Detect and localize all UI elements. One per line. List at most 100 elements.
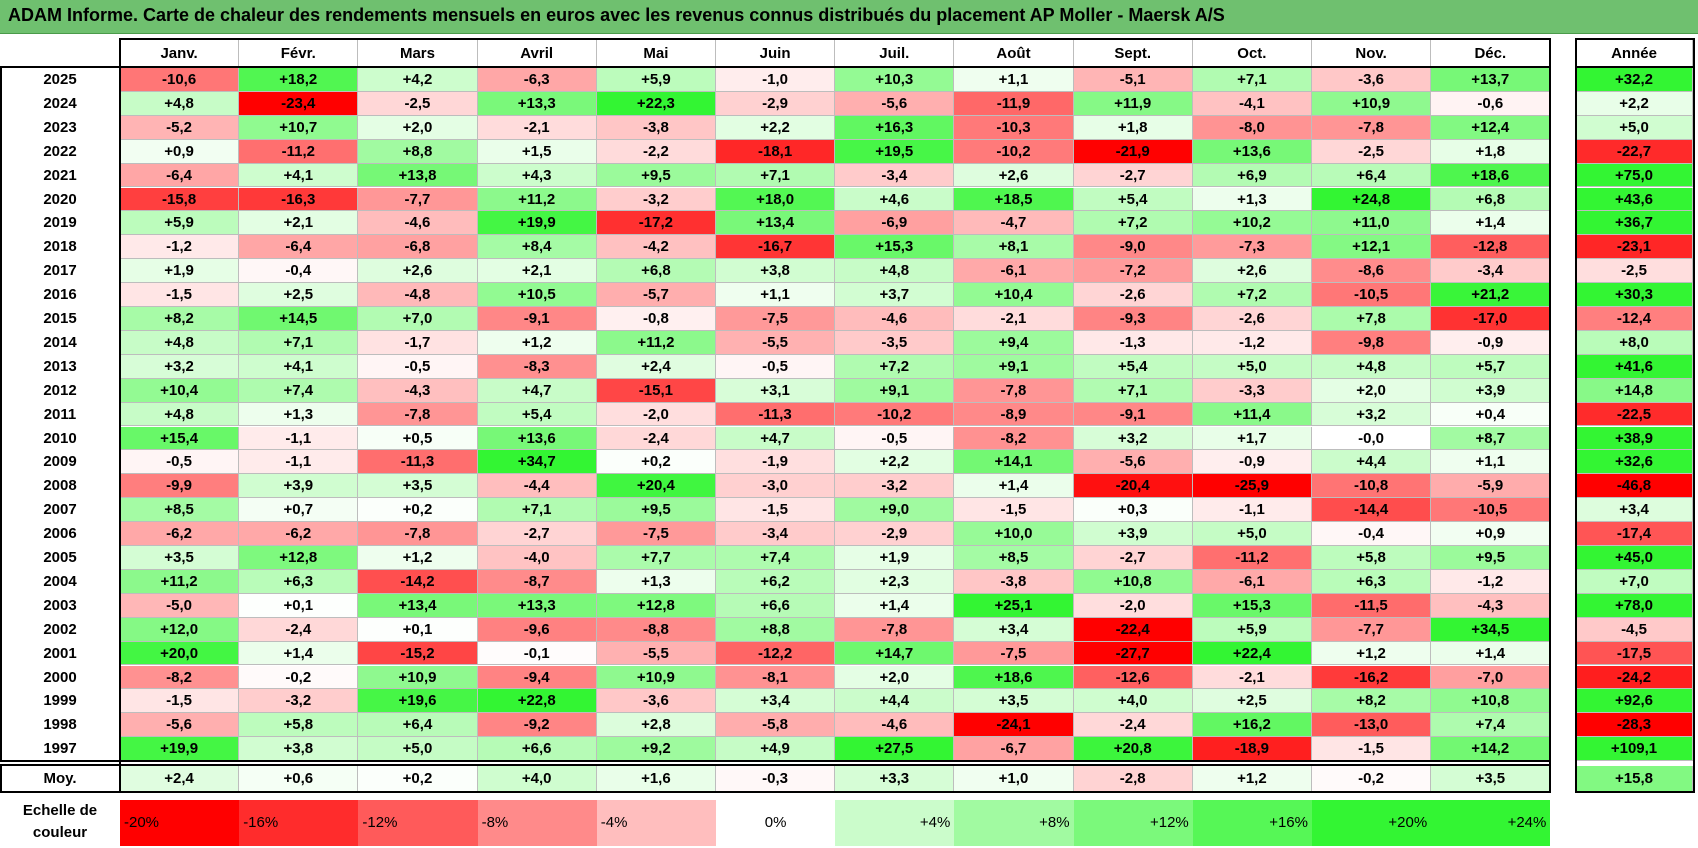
heatmap-cell: -1,0 — [716, 68, 836, 92]
heatmap-cell: -8,7 — [477, 569, 597, 594]
heatmap-cell: +3,5 — [358, 474, 478, 499]
annual-cell: +43,6 — [1576, 187, 1693, 212]
heatmap-cell: +0,5 — [358, 426, 478, 451]
heatmap-cell: -3,4 — [716, 522, 836, 546]
heatmap-cell: -3,2 — [596, 187, 716, 212]
heatmap-cell: +6,3 — [239, 569, 359, 594]
heatmap-cell: -7,8 — [954, 378, 1074, 403]
heatmap-cell: +19,5 — [835, 139, 955, 164]
heatmap-cell: +1,8 — [1431, 139, 1551, 164]
heatmap-cell: +6,4 — [358, 713, 478, 738]
heatmap-cell: +0,4 — [1431, 402, 1551, 427]
heatmap-cell: -0,0 — [1312, 426, 1432, 451]
heatmap-cell: +22,4 — [1192, 641, 1312, 666]
year-label: 2016 — [0, 283, 120, 307]
heatmap-cell: +6,3 — [1312, 569, 1432, 594]
heatmap-cell: +9,5 — [596, 498, 716, 523]
heatmap-cell: +1,4 — [835, 593, 955, 618]
heatmap-cell: +8,5 — [954, 546, 1074, 570]
heatmap-cell: -2,5 — [358, 91, 478, 116]
heatmap-cell: -21,9 — [1073, 139, 1193, 164]
heatmap-cell: +14,5 — [239, 307, 359, 331]
color-scale-step: -12% — [358, 800, 478, 846]
heatmap-cell: +3,9 — [1431, 378, 1551, 403]
heatmap-cell: +8,8 — [358, 139, 478, 164]
heatmap-cell: -14,2 — [358, 569, 478, 594]
heatmap-cell: +7,1 — [716, 163, 836, 188]
heatmap-cell: -3,3 — [1192, 378, 1312, 403]
color-scale-step: +16% — [1192, 800, 1312, 846]
heatmap-cell: -16,2 — [1312, 665, 1432, 690]
heatmap-cell: -3,8 — [596, 115, 716, 140]
heatmap-cell: +4,2 — [358, 68, 478, 92]
heatmap-cell: +4,1 — [239, 163, 359, 188]
heatmap-cell: -1,5 — [1312, 737, 1432, 762]
heatmap-cell: -3,4 — [835, 163, 955, 188]
heatmap-cell: +4,1 — [239, 354, 359, 379]
heatmap-cell: +3,5 — [954, 689, 1074, 714]
color-scale-label: Echelle de couleur — [0, 800, 120, 848]
heatmap-cell: -7,5 — [596, 522, 716, 546]
heatmap-cell: -18,1 — [716, 139, 836, 164]
heatmap-cell: +10,8 — [1431, 689, 1551, 714]
heatmap-cell: -7,0 — [1431, 665, 1551, 690]
heatmap-cell: +6,8 — [1431, 187, 1551, 212]
heatmap-cell: +8,5 — [120, 498, 240, 523]
heatmap-cell: +5,4 — [1073, 354, 1193, 379]
heatmap-cell: -7,8 — [1312, 115, 1432, 140]
column-header: Oct. — [1192, 40, 1312, 68]
heatmap-cell: -2,4 — [239, 617, 359, 642]
heatmap-cell: +4,3 — [477, 163, 597, 188]
heatmap-cell: -9,3 — [1073, 307, 1193, 331]
heatmap-cell: +10,8 — [1073, 569, 1193, 594]
heatmap-cell: +22,8 — [477, 689, 597, 714]
year-label: 2024 — [0, 91, 120, 116]
heatmap-cell: -5,7 — [596, 283, 716, 307]
heatmap-cell: +4,8 — [120, 330, 240, 355]
average-annual-cell: +15,8 — [1576, 766, 1693, 793]
heatmap-cell: +0,1 — [358, 617, 478, 642]
column-header: Mai — [596, 40, 716, 68]
heatmap-cell: -0,9 — [1431, 330, 1551, 355]
heatmap-cell: -7,7 — [1312, 617, 1432, 642]
annual-cell: +38,9 — [1576, 426, 1693, 451]
heatmap-cell: +22,3 — [596, 91, 716, 116]
title-bar: ADAM Informe. Carte de chaleur des rende… — [0, 0, 1698, 34]
heatmap-cell: +10,2 — [1192, 211, 1312, 236]
heatmap-cell: +3,2 — [120, 354, 240, 379]
heatmap-cell: +1,5 — [477, 139, 597, 164]
heatmap-cell: +7,4 — [716, 546, 836, 570]
heatmap-cell: +7,4 — [1431, 713, 1551, 738]
heatmap-cell: -7,8 — [358, 522, 478, 546]
heatmap-cell: -6,2 — [239, 522, 359, 546]
average-cell: +4,0 — [477, 766, 597, 793]
heatmap-cell: -7,5 — [954, 641, 1074, 666]
annual-cell: -4,5 — [1576, 617, 1693, 642]
heatmap-cell: -1,2 — [1431, 569, 1551, 594]
column-header: Mars — [358, 40, 478, 68]
annual-cell: +32,6 — [1576, 450, 1693, 475]
heatmap-cell: -2,0 — [1073, 593, 1193, 618]
column-header: Juil. — [835, 40, 955, 68]
heatmap-cell: -5,6 — [1073, 450, 1193, 475]
heatmap-cell: +4,4 — [1312, 450, 1432, 475]
heatmap-cell: +1,9 — [835, 546, 955, 570]
color-scale-step: -8% — [477, 800, 597, 846]
heatmap-cell: +5,8 — [1312, 546, 1432, 570]
heatmap-cell: +20,8 — [1073, 737, 1193, 762]
heatmap-cell: -1,1 — [239, 450, 359, 475]
heatmap-cell: -1,2 — [120, 235, 240, 260]
heatmap-cell: +5,7 — [1431, 354, 1551, 379]
heatmap-cell: -5,2 — [120, 115, 240, 140]
annual-cell: +8,0 — [1576, 330, 1693, 355]
heatmap-cell: +7,1 — [1073, 378, 1193, 403]
heatmap-cell: -9,0 — [1073, 235, 1193, 260]
heatmap-cell: +5,0 — [358, 737, 478, 762]
year-label: 2015 — [0, 307, 120, 331]
heatmap-cell: +18,2 — [239, 68, 359, 92]
heatmap-cell: +3,2 — [1312, 402, 1432, 427]
heatmap-cell: +1,7 — [1192, 426, 1312, 451]
annual-cell: -23,1 — [1576, 235, 1693, 260]
heatmap-cell: -10,2 — [835, 402, 955, 427]
heatmap-cell: +24,8 — [1312, 187, 1432, 212]
